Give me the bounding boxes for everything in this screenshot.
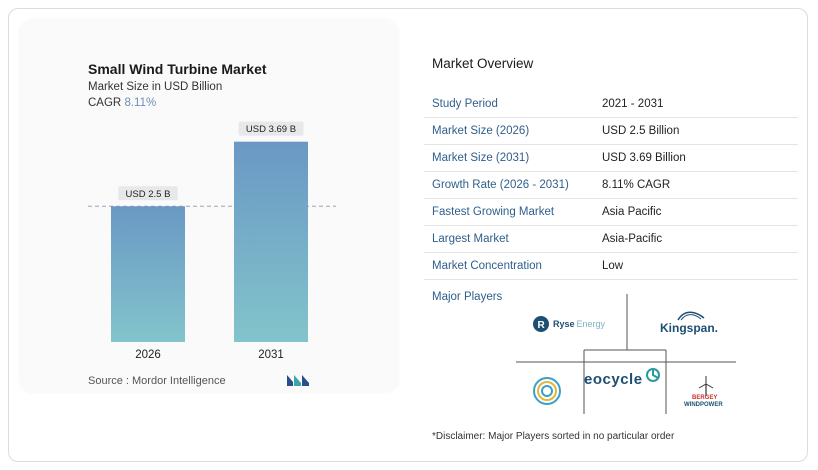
overview-label: Market Size (2026) <box>432 125 530 137</box>
overview-value: USD 3.69 Billion <box>602 152 686 164</box>
kingspan-text: Kingspan. <box>660 321 719 335</box>
player-logo-ryse-energy: R Ryse Energy <box>532 315 612 333</box>
bar-2026 <box>111 206 185 342</box>
x-tick-label-2031: 2031 <box>258 349 284 361</box>
disclaimer: *Disclaimer: Major Players sorted in no … <box>432 431 675 442</box>
overview-value: 8.11% CAGR <box>602 179 671 191</box>
overview-value: USD 2.5 Billion <box>602 125 680 137</box>
chart-subtitle: Market Size in USD Billion <box>88 81 223 93</box>
chart-cagr: CAGR 8.11% <box>88 97 156 109</box>
x-tick-label-2026: 2026 <box>135 349 161 361</box>
overview-value: 2021 - 2031 <box>602 98 664 110</box>
chart-title: Small Wind Turbine Market <box>88 61 267 77</box>
overview-label: Largest Market <box>432 233 509 245</box>
mordor-intelligence-logo <box>287 375 309 386</box>
data-label-2031: USD 3.69 B <box>246 124 296 135</box>
data-label-bg-2031 <box>238 121 304 136</box>
cagr-label: CAGR <box>88 97 122 109</box>
kingspan-swirl-icon <box>677 311 705 321</box>
overview-row-fastest-growing: Fastest Growing Market Asia Pacific <box>424 199 798 226</box>
overview-value: Asia-Pacific <box>602 233 663 245</box>
eocycle-leaf-icon <box>645 368 660 382</box>
overview-row-study-period: Study Period 2021 - 2031 <box>424 91 798 118</box>
overview-row-market-size-2026: Market Size (2026) USD 2.5 Billion <box>424 118 798 145</box>
ryse-energy-icon: R <box>533 316 549 332</box>
bergey-text: BERGEY <box>692 395 718 401</box>
player-logo-spiral <box>533 377 561 405</box>
overview-label: Market Size (2031) <box>432 152 530 164</box>
player-logo-eocycle: eocycle <box>584 368 674 390</box>
overview-row-largest-market: Largest Market Asia-Pacific <box>424 226 798 253</box>
eocycle-text: eocycle <box>584 370 643 388</box>
chart-source: Source : Mordor Intelligence <box>88 375 226 387</box>
market-overview-title: Market Overview <box>432 56 534 71</box>
overview-label: Market Concentration <box>432 260 542 272</box>
wind-turbine-icon <box>698 376 714 396</box>
overview-value: Asia Pacific <box>602 206 662 218</box>
energy-text: Energy <box>576 319 606 329</box>
overview-row-market-concentration: Market Concentration Low <box>424 253 798 280</box>
overview-label: Fastest Growing Market <box>432 206 555 218</box>
overview-label: Study Period <box>432 98 498 110</box>
overview-row-market-size-2031: Market Size (2031) USD 3.69 Billion <box>424 145 798 172</box>
player-logo-kingspan: Kingspan. <box>660 308 722 338</box>
major-players-label: Major Players <box>432 291 503 303</box>
data-label-2026: USD 2.5 B <box>126 189 171 200</box>
ryse-text: Ryse <box>553 319 575 329</box>
overview-row-growth-rate: Growth Rate (2026 - 2031) 8.11% CAGR <box>424 172 798 199</box>
data-label-bg-2026 <box>118 186 178 201</box>
svg-text:R: R <box>538 320 546 331</box>
bar-2031 <box>234 141 308 342</box>
players-grid-lines <box>516 294 736 414</box>
player-logo-bergey-windpower: BERGEY WINDPOWER <box>684 376 730 410</box>
windpower-text: WINDPOWER <box>684 402 723 408</box>
cagr-value: 8.11% <box>124 97 157 109</box>
overview-label: Growth Rate (2026 - 2031) <box>432 179 569 191</box>
overview-value: Low <box>602 260 624 272</box>
